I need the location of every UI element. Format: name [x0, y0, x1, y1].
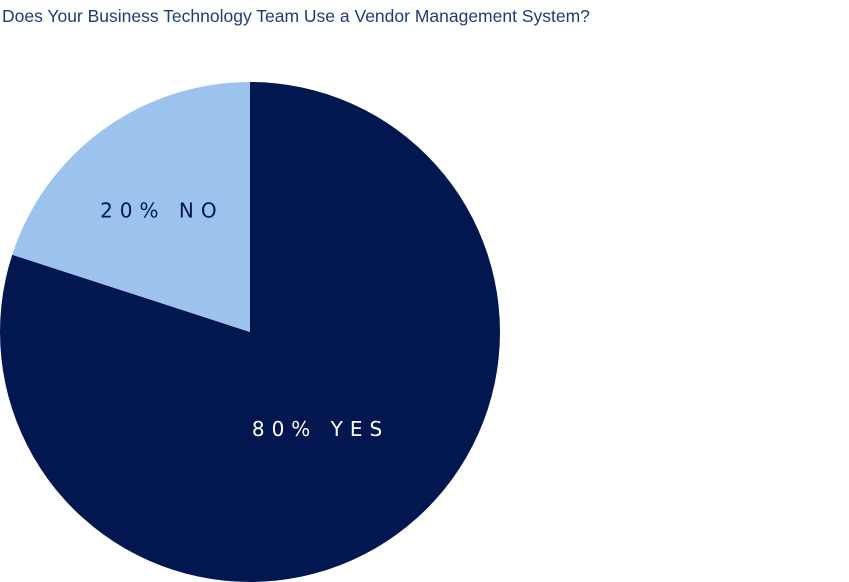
slice-label-yes: 80% YES: [252, 417, 389, 441]
chart-title: Does Your Business Technology Team Use a…: [2, 6, 590, 26]
pie-labels: 80% YES 20% NO: [100, 199, 389, 441]
slice-label-no: 20% NO: [100, 199, 224, 223]
pie-slice-no: [12, 82, 251, 332]
pie-slices: [0, 82, 500, 582]
pie-slice-yes: [0, 82, 500, 582]
